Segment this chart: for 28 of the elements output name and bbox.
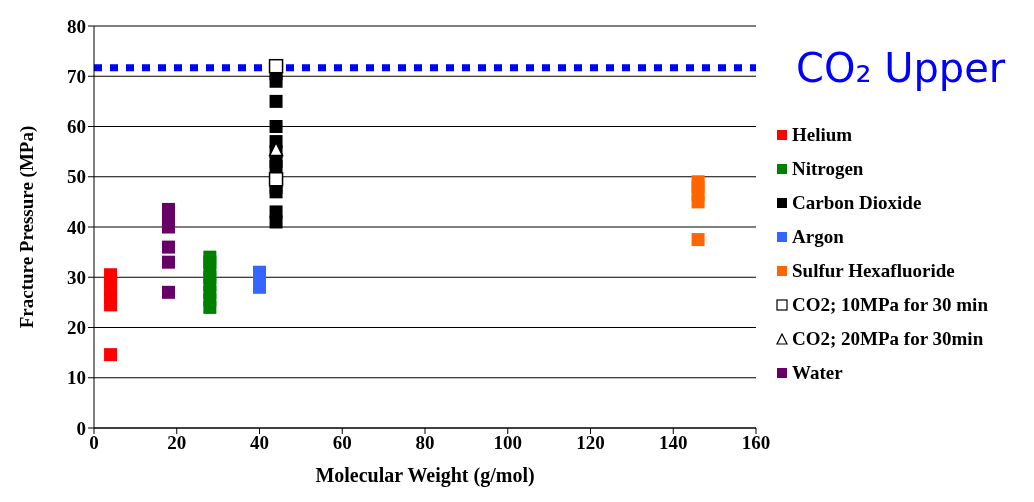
x-tick-label: 100 bbox=[493, 432, 522, 454]
x-tick-label: 120 bbox=[576, 432, 605, 454]
legend-label: Sulfur Hexafluoride bbox=[792, 259, 955, 283]
y-tick-label: 40 bbox=[67, 216, 86, 238]
x-tick-label: 60 bbox=[332, 432, 352, 454]
legend-label: Helium bbox=[792, 123, 853, 147]
y-tick-label: 70 bbox=[67, 66, 86, 87]
x-tick-label: 20 bbox=[167, 432, 187, 454]
ref-line-label: CO₂ Upper bbox=[796, 44, 1006, 91]
legend-label: CO2; 10MPa for 30 min bbox=[792, 293, 988, 317]
y-axis-title: Fracture Pressure (MPa) bbox=[15, 125, 38, 329]
legend-label: Water bbox=[792, 361, 843, 385]
x-tick-label: 80 bbox=[415, 432, 435, 454]
legend-label: Nitrogen bbox=[792, 157, 864, 181]
y-tick-label: 20 bbox=[67, 317, 86, 339]
x-axis-title: Molecular Weight (g/mol) bbox=[315, 464, 535, 487]
legend-label: Carbon Dioxide bbox=[792, 191, 922, 215]
x-tick-label: 140 bbox=[659, 432, 688, 454]
x-tick-label: 40 bbox=[250, 432, 269, 454]
legend-label: CO2; 20MPa for 30min bbox=[792, 327, 984, 351]
y-tick-label: 80 bbox=[67, 15, 86, 37]
y-tick-label: 10 bbox=[67, 367, 86, 389]
y-tick-label: 60 bbox=[67, 116, 86, 138]
y-tick-label: 50 bbox=[67, 166, 86, 188]
y-tick-label: 30 bbox=[67, 266, 86, 288]
y-tick-label: 0 bbox=[76, 417, 86, 439]
legend-label: Argon bbox=[792, 225, 844, 249]
x-tick-label: 160 bbox=[741, 432, 771, 454]
